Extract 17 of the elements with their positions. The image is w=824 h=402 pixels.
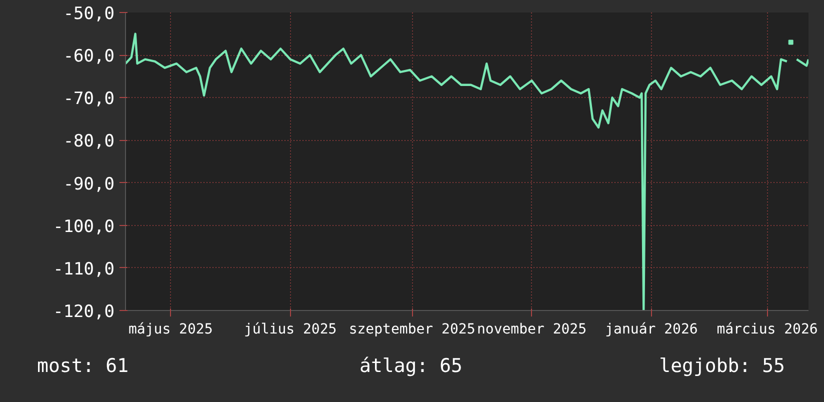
y-tick-label: -70,0 (63, 89, 115, 110)
y-tick-label: -110,0 (53, 259, 115, 280)
y-tick-label: -60,0 (63, 46, 115, 67)
text: legjobb: 55 (658, 354, 785, 379)
text: átlag: 65 (358, 354, 464, 379)
y-tick-label: -120,0 (53, 302, 115, 322)
y-tick-label: -50,0 (63, 4, 115, 24)
x-tick-label: november 2025 (476, 322, 587, 338)
y-tick-label: -100,0 (53, 216, 115, 237)
x-tick-label: szeptember 2025 (348, 322, 476, 338)
x-tick-label: május 2025 (128, 322, 213, 338)
x-tick-label: március 2026 (716, 322, 818, 338)
y-tick-label: -80,0 (63, 132, 115, 152)
x-tick-label: január 2026 (605, 322, 698, 338)
text: most: 61 (37, 354, 130, 379)
y-tick-label: -90,0 (63, 174, 115, 194)
x-tick-label: július 2025 (244, 322, 337, 338)
